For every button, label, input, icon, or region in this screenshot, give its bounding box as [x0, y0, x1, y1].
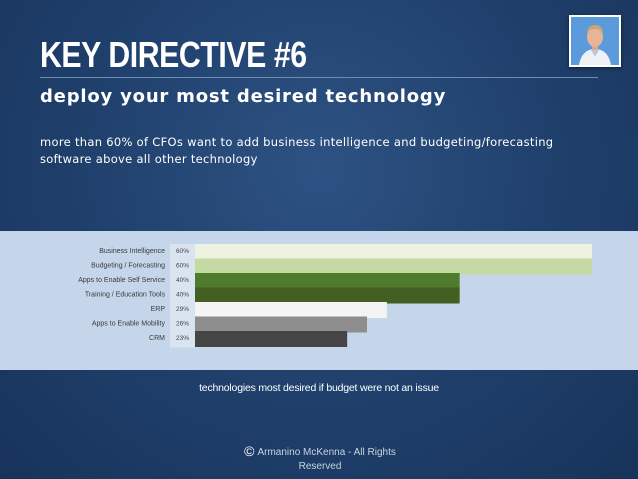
category-label-erp: ERP: [151, 306, 166, 313]
category-label-apps-to-enable-self-service: Apps to Enable Self Service: [78, 277, 165, 284]
chart-caption: technologies most desired if budget were…: [199, 382, 439, 394]
presenter-photo-icon: [571, 17, 619, 65]
bar-business-intelligence: [195, 244, 592, 260]
category-label-crm: CRM: [149, 335, 165, 342]
category-label-apps-to-enable-mobility: Apps to Enable Mobility: [92, 321, 166, 328]
value-label-apps-to-enable-mobility: 26%: [176, 321, 189, 328]
value-label-strip: [170, 244, 195, 348]
bar-erp: [195, 302, 387, 318]
bar-crm: [195, 331, 348, 347]
value-label-budgeting-forecasting: 60%: [176, 263, 189, 270]
title-divider: [40, 77, 598, 78]
bar-budgeting-forecasting: [195, 258, 592, 275]
footer-text: Armanino McKenna - All Rights Reserved: [257, 447, 396, 472]
bar-training-education-tools: [195, 287, 460, 304]
slide-subtitle: deploy your most desired technology: [40, 86, 447, 107]
footer: © Armanino McKenna - All Rights Reserved: [237, 444, 403, 474]
value-label-apps-to-enable-self-service: 40%: [176, 277, 189, 284]
value-label-crm: 23%: [176, 335, 189, 342]
bar-apps-to-enable-self-service: [195, 273, 460, 289]
value-label-training-education-tools: 40%: [176, 292, 189, 299]
category-label-budgeting-forecasting: Budgeting / Forecasting: [91, 263, 165, 270]
presenter-photo: [569, 15, 621, 67]
category-label-training-education-tools: Training / Education Tools: [85, 292, 166, 299]
chart-panel: Business Intelligence 60% Budgeting / Fore…: [0, 231, 638, 370]
bar-chart: Business Intelligence 60% Budgeting / Fore…: [78, 244, 592, 348]
slide-title: KEY DIRECTIVE #6: [40, 34, 307, 75]
slide-description: more than 60% of CFOs want to add busine…: [40, 135, 554, 166]
bar-apps-to-enable-mobility: [195, 316, 368, 333]
value-label-erp: 29%: [176, 306, 189, 313]
copyright-icon: ©: [244, 443, 255, 459]
value-label-business-intelligence: 60%: [176, 248, 189, 255]
category-label-business-intelligence: Business Intelligence: [99, 248, 165, 255]
